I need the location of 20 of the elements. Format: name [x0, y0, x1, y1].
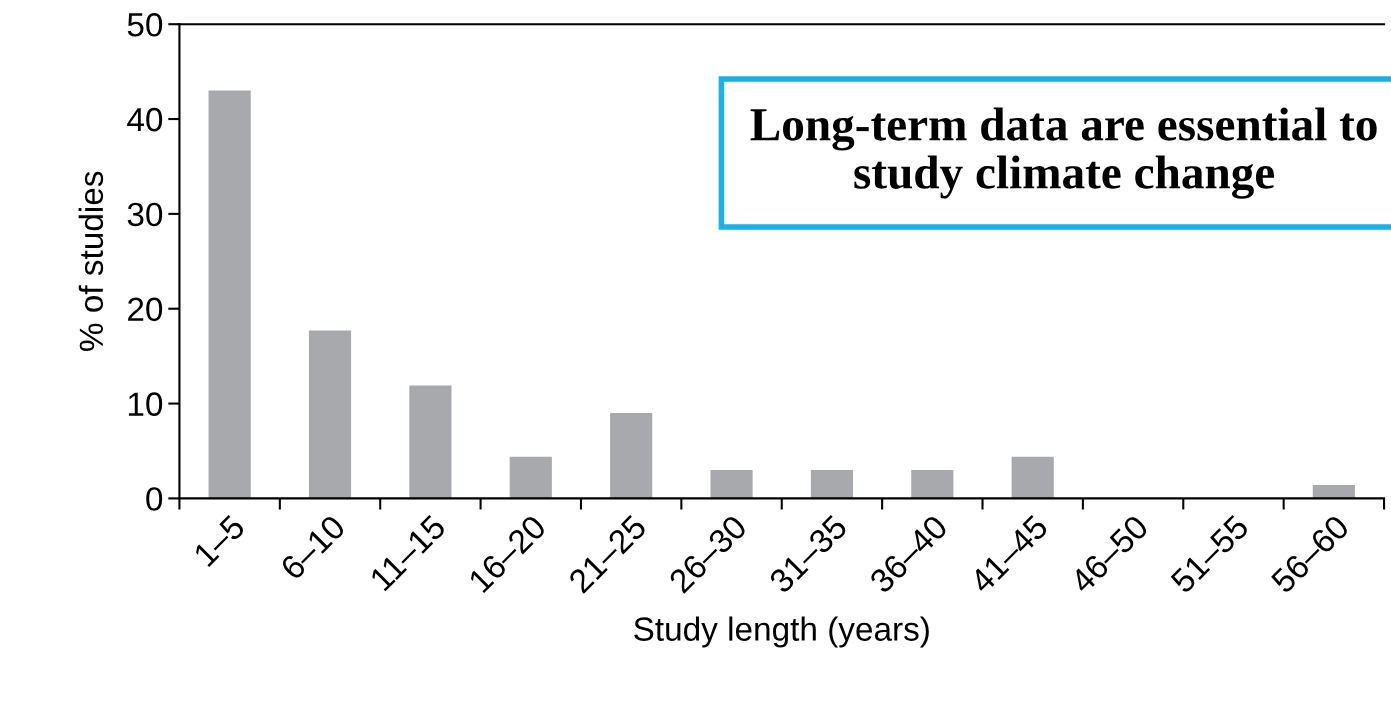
- bar: [911, 469, 954, 499]
- bar: [710, 469, 753, 499]
- bar: [308, 330, 352, 499]
- y-tick-label: 0: [146, 487, 163, 511]
- annotation: Long-term data are essential to study climate change: [750, 107, 1377, 199]
- y-tick-label: 20: [128, 297, 163, 322]
- y-axis-title: % of studies: [78, 171, 104, 351]
- y-tick-label: 50: [127, 13, 163, 37]
- bar: [409, 385, 452, 499]
- x-tick-label: 1–5: [192, 514, 246, 568]
- bar: [1011, 456, 1054, 499]
- y-tick-label: 40: [127, 107, 163, 132]
- bar: [1312, 485, 1355, 499]
- x-axis-title: Study length (years): [634, 616, 929, 648]
- bar: [509, 456, 552, 499]
- bar: [208, 90, 251, 499]
- bar: [810, 469, 854, 499]
- y-tick-label: 10: [128, 392, 163, 416]
- y-tick-label: 30: [127, 202, 163, 227]
- bar: [610, 413, 653, 499]
